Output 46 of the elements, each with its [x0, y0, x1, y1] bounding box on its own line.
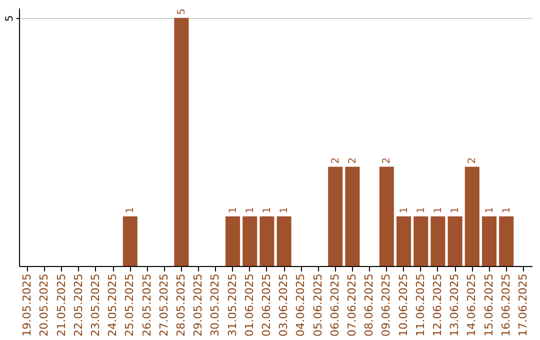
x-tick-label: 03.06.2025 [277, 274, 290, 336]
x-tick-label: 21.05.2025 [54, 274, 68, 336]
x-tick-label: 23.05.2025 [88, 274, 102, 336]
data-label: 1 [484, 207, 496, 214]
x-tick-label: 11.06.2025 [414, 274, 427, 336]
x-tick-label: 14.06.2025 [465, 274, 478, 336]
data-label: 2 [382, 157, 393, 164]
x-tick-label: 16.06.2025 [499, 274, 512, 336]
x-tick-label: 25.05.2025 [123, 274, 136, 336]
x-tick-label: 05.06.2025 [311, 274, 324, 336]
data-label: 5 [176, 8, 188, 15]
data-label: 1 [125, 207, 136, 214]
x-tick-label: 31.05.2025 [226, 274, 239, 336]
x-tick-label: 13.06.2025 [448, 274, 462, 336]
x-tick-label: 15.06.2025 [482, 274, 496, 336]
data-label: 1 [262, 207, 273, 214]
x-tick-label: 20.05.2025 [38, 274, 51, 336]
x-tick-label: 29.05.2025 [192, 274, 205, 336]
data-label: 1 [279, 207, 290, 214]
data-label: 2 [330, 157, 342, 164]
x-tick-label: 02.06.2025 [260, 274, 273, 336]
x-tick-label: 27.05.2025 [157, 274, 170, 336]
data-label: 1 [416, 207, 427, 214]
x-tick-label: 01.06.2025 [242, 274, 256, 336]
x-tick-label: 10.06.2025 [396, 274, 410, 336]
x-tick-label: 26.05.2025 [140, 274, 154, 336]
x-tick-label: 28.05.2025 [174, 274, 188, 336]
data-label: 1 [501, 207, 512, 214]
data-label: 1 [398, 207, 410, 214]
x-tick-label: 22.05.2025 [72, 274, 85, 336]
x-tick-label: 24.05.2025 [106, 274, 120, 336]
data-label: 2 [347, 157, 358, 164]
x-tick-label: 06.06.2025 [328, 274, 342, 336]
x-tick-label: 04.06.2025 [294, 274, 308, 336]
data-label: 1 [450, 207, 462, 214]
x-tick-label: 12.06.2025 [430, 274, 444, 336]
x-tick-label: 08.06.2025 [362, 274, 376, 336]
x-tick-label: 30.05.2025 [208, 274, 222, 336]
x-tick-label: 19.05.2025 [20, 274, 34, 336]
data-label: 2 [467, 157, 478, 164]
x-tick-label: 07.06.2025 [345, 274, 358, 336]
x-tick-label: 17.06.2025 [516, 274, 530, 336]
data-label: 1 [244, 207, 256, 214]
data-label: 1 [432, 207, 444, 214]
data-label: 1 [228, 207, 239, 214]
x-tick-label: 09.06.2025 [380, 274, 393, 336]
